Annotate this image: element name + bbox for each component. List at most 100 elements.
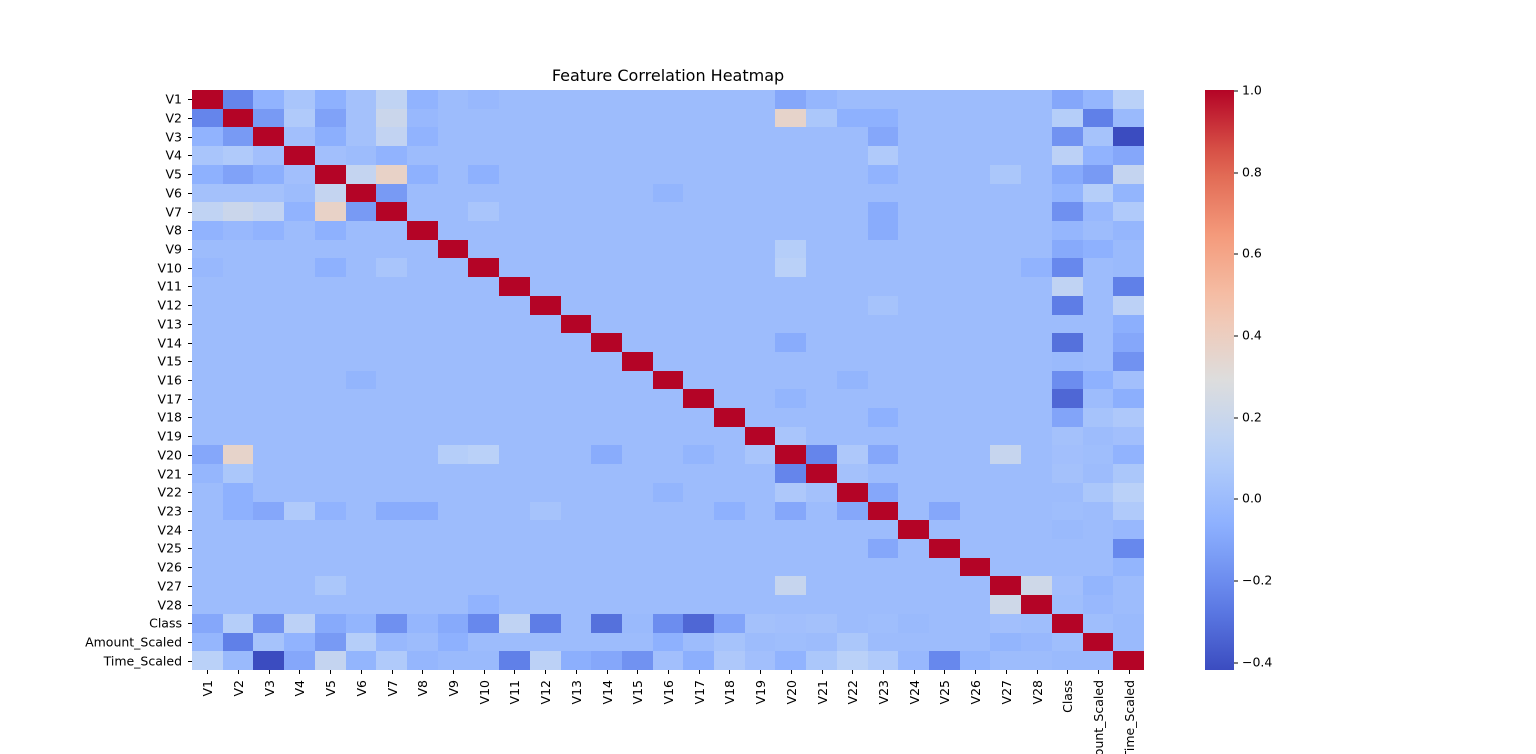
heatmap-cell — [898, 183, 930, 203]
heatmap-cell — [284, 464, 315, 483]
heatmap-cell — [192, 520, 223, 540]
heatmap-cell — [222, 333, 254, 352]
heatmap-cell — [621, 539, 653, 558]
heatmap-cell — [929, 370, 960, 390]
heatmap-cell — [1051, 220, 1083, 240]
heatmap-cell — [314, 557, 346, 577]
heatmap-cell — [406, 426, 438, 446]
heatmap-cell — [1082, 164, 1114, 184]
heatmap-cell — [959, 651, 991, 670]
heatmap-cell — [683, 108, 715, 128]
heatmap-cell — [591, 295, 622, 315]
x-tick-mark — [268, 670, 270, 674]
heatmap-cell — [253, 576, 285, 596]
heatmap-cell — [714, 314, 745, 334]
heatmap-cell — [376, 220, 407, 240]
heatmap-cell — [898, 239, 930, 259]
heatmap-cell — [560, 127, 592, 147]
x-tick-mark — [1036, 670, 1038, 674]
heatmap-cell — [406, 539, 438, 558]
heatmap-cell — [683, 408, 715, 427]
heatmap-cell — [529, 202, 561, 221]
heatmap-cell — [836, 202, 868, 221]
heatmap-cell — [714, 408, 745, 427]
heatmap-cell — [499, 314, 530, 334]
heatmap-cell — [744, 464, 776, 483]
y-tick-mark — [188, 510, 192, 512]
heatmap-cell — [591, 651, 622, 670]
heatmap-cell — [929, 127, 960, 147]
heatmap-cell — [959, 333, 991, 352]
heatmap-cell — [867, 277, 899, 296]
heatmap-cell — [836, 482, 868, 502]
heatmap-cell — [652, 464, 684, 483]
colorbar-tick-label: 0.8 — [1234, 164, 1262, 179]
heatmap-cell — [253, 314, 285, 334]
heatmap-cell — [714, 613, 745, 633]
heatmap-cell — [406, 520, 438, 540]
heatmap-cell — [898, 277, 930, 296]
heatmap-cell — [284, 90, 315, 109]
heatmap-cell — [314, 127, 346, 147]
y-tick-label: Amount_Scaled — [85, 634, 182, 650]
heatmap-cell — [836, 426, 868, 446]
x-tick-label: V14 — [599, 680, 615, 705]
heatmap-cell — [652, 389, 684, 409]
heatmap-cell — [284, 164, 315, 184]
heatmap-cell — [867, 90, 899, 109]
heatmap-cell — [192, 408, 223, 427]
heatmap-cell — [529, 576, 561, 596]
y-tick-mark — [188, 604, 192, 606]
heatmap-cell — [529, 632, 561, 652]
heatmap-cell — [836, 576, 868, 596]
heatmap-cell — [560, 613, 592, 633]
heatmap-cell — [314, 426, 346, 446]
heatmap-cell — [683, 164, 715, 184]
heatmap-cell — [314, 202, 346, 221]
heatmap-cell — [1021, 482, 1052, 502]
heatmap-cell — [591, 333, 622, 352]
heatmap-cell — [499, 277, 530, 296]
heatmap-cell — [683, 651, 715, 670]
heatmap-cell — [529, 426, 561, 446]
heatmap-cell — [1021, 202, 1052, 221]
heatmap-cell — [929, 90, 960, 109]
y-tick-mark — [188, 660, 192, 662]
heatmap-cell — [560, 632, 592, 652]
x-tick-label: V4 — [292, 680, 308, 697]
heatmap-cell — [621, 408, 653, 427]
colorbar-tick-label: −0.4 — [1234, 654, 1272, 669]
heatmap-cell — [775, 576, 807, 596]
heatmap-cell — [437, 482, 469, 502]
heatmap-cell — [222, 520, 254, 540]
heatmap-cell — [499, 127, 530, 147]
heatmap-cell — [253, 295, 285, 315]
heatmap-cell — [406, 295, 438, 315]
heatmap-cell — [959, 370, 991, 390]
heatmap-cell — [560, 501, 592, 521]
heatmap-cell — [929, 220, 960, 240]
heatmap-cell — [376, 295, 407, 315]
heatmap-cell — [560, 314, 592, 334]
heatmap-cell — [898, 164, 930, 184]
heatmap-cell — [652, 632, 684, 652]
heatmap-cell — [959, 501, 991, 521]
heatmap-cell — [222, 632, 254, 652]
heatmap-cell — [1113, 482, 1144, 502]
y-tick-mark — [188, 174, 192, 176]
heatmap-cell — [437, 277, 469, 296]
heatmap-cell — [714, 220, 745, 240]
heatmap-cell — [499, 501, 530, 521]
heatmap-cell — [836, 108, 868, 128]
heatmap-cell — [929, 595, 960, 614]
heatmap-cell — [406, 220, 438, 240]
x-tick-mark — [944, 670, 946, 674]
heatmap-cell — [1021, 557, 1052, 577]
heatmap-cell — [1021, 632, 1052, 652]
heatmap-cell — [990, 183, 1022, 203]
heatmap-cell — [222, 595, 254, 614]
heatmap-cell — [1113, 389, 1144, 409]
x-tick-label: V7 — [384, 680, 400, 697]
x-tick-label: V15 — [630, 680, 646, 705]
heatmap-cell — [775, 595, 807, 614]
